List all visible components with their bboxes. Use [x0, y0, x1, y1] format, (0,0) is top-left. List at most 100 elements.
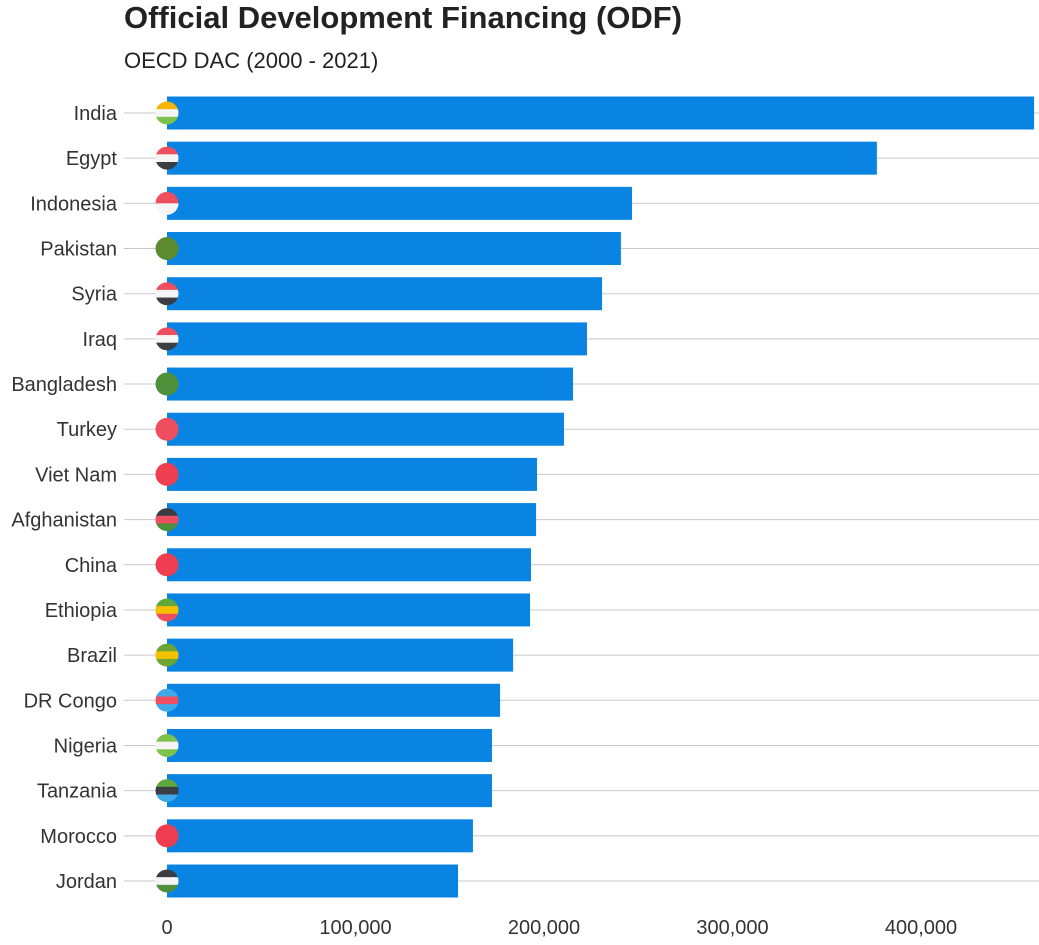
bar [167, 593, 531, 627]
flag-stripe [155, 101, 179, 110]
chart-title: Official Development Financing (ODF) [124, 0, 683, 35]
bar [167, 638, 514, 672]
category-label: Egypt [66, 148, 118, 170]
category-label: Morocco [40, 826, 117, 848]
flag-stripe [155, 786, 179, 795]
flag-stripe [155, 372, 179, 385]
category-label: Indonesia [30, 193, 118, 215]
flag-stripe [155, 116, 179, 125]
flag-stripe [155, 613, 179, 622]
flag-stripe [155, 749, 179, 757]
flag-stripe [155, 109, 179, 118]
flag-icon [155, 779, 179, 803]
flag-icon [155, 508, 179, 532]
flag-stripe [155, 508, 179, 517]
category-label: Jordan [56, 871, 117, 893]
category-label: Bangladesh [11, 374, 117, 396]
bar [167, 322, 587, 356]
category-label: Brazil [67, 645, 117, 667]
bar [167, 728, 492, 762]
flag-stripe [155, 688, 179, 697]
bar [167, 96, 1035, 130]
bar [167, 819, 473, 853]
bar [167, 774, 492, 808]
flag-stripe [155, 564, 179, 577]
flag-icon [155, 598, 179, 622]
category-label: Viet Nam [35, 464, 117, 486]
flag-stripe [155, 429, 179, 441]
bar [167, 232, 621, 266]
flag-stripe [155, 779, 179, 788]
category-label: China [65, 555, 118, 577]
chart-subtitle: OECD DAC (2000 - 2021) [124, 48, 379, 73]
category-label: DR Congo [24, 690, 117, 712]
flag-stripe [155, 417, 179, 430]
category-label: Pakistan [40, 239, 117, 261]
flag-stripe [155, 335, 179, 344]
bar [167, 141, 877, 175]
flag-stripe [155, 474, 179, 486]
category-label: Syria [71, 284, 117, 306]
flag-stripe [155, 741, 179, 750]
bar [167, 277, 603, 311]
flag-icon [155, 327, 179, 351]
flag-icon [155, 101, 179, 125]
category-label: Ethiopia [45, 600, 118, 622]
flag-icon [155, 282, 179, 306]
flag-stripe [155, 658, 179, 667]
flag-icon [155, 869, 179, 893]
flag-icon [155, 146, 179, 170]
bar [167, 457, 538, 491]
flag-stripe [155, 297, 179, 306]
bar [167, 412, 564, 446]
flag-stripe [155, 606, 179, 615]
bar [167, 503, 537, 537]
flag-stripe [155, 327, 179, 336]
flag-icon [155, 824, 179, 848]
flag-stripe [155, 835, 179, 848]
category-label: India [74, 103, 118, 125]
flag-stripe [155, 203, 179, 215]
flag-stripe [155, 877, 179, 886]
flag-stripe [155, 289, 179, 299]
x-tick-label: 300,000 [696, 917, 768, 939]
flag-stripe [155, 704, 179, 712]
bar [167, 683, 501, 717]
x-tick-label: 100,000 [319, 917, 391, 939]
category-label: Nigeria [54, 735, 118, 757]
bar [167, 548, 531, 582]
bar [167, 367, 574, 401]
flag-stripe [155, 515, 179, 524]
flag-stripe [155, 643, 179, 652]
flag-icon [155, 553, 179, 577]
category-label: Tanzania [37, 781, 118, 803]
flag-icon [155, 417, 179, 441]
flag-icon [155, 688, 179, 712]
flag-icon [155, 191, 179, 215]
x-tick-label: 0 [161, 917, 172, 939]
flag-icon [155, 237, 179, 261]
flag-stripe [155, 523, 179, 532]
flag-stripe [155, 154, 179, 163]
flag-stripe [155, 237, 179, 250]
flag-stripe [155, 651, 179, 660]
flag-stripe [155, 794, 179, 803]
category-label: Afghanistan [11, 510, 117, 532]
flag-stripe [155, 598, 179, 607]
flag-stripe [155, 342, 179, 351]
flag-stripe [155, 733, 179, 743]
category-label: Iraq [83, 329, 117, 351]
flag-icon [155, 733, 179, 757]
flag-stripe [155, 824, 179, 837]
flag-stripe [155, 884, 179, 893]
flag-stripe [155, 146, 179, 155]
flag-stripe [155, 462, 179, 475]
flag-stripe [155, 248, 179, 261]
bar [167, 864, 459, 898]
flag-stripe [155, 696, 179, 705]
flag-stripe [155, 869, 179, 878]
flag-icon [155, 462, 179, 486]
flag-stripe [155, 553, 179, 566]
flag-stripe [155, 162, 179, 170]
